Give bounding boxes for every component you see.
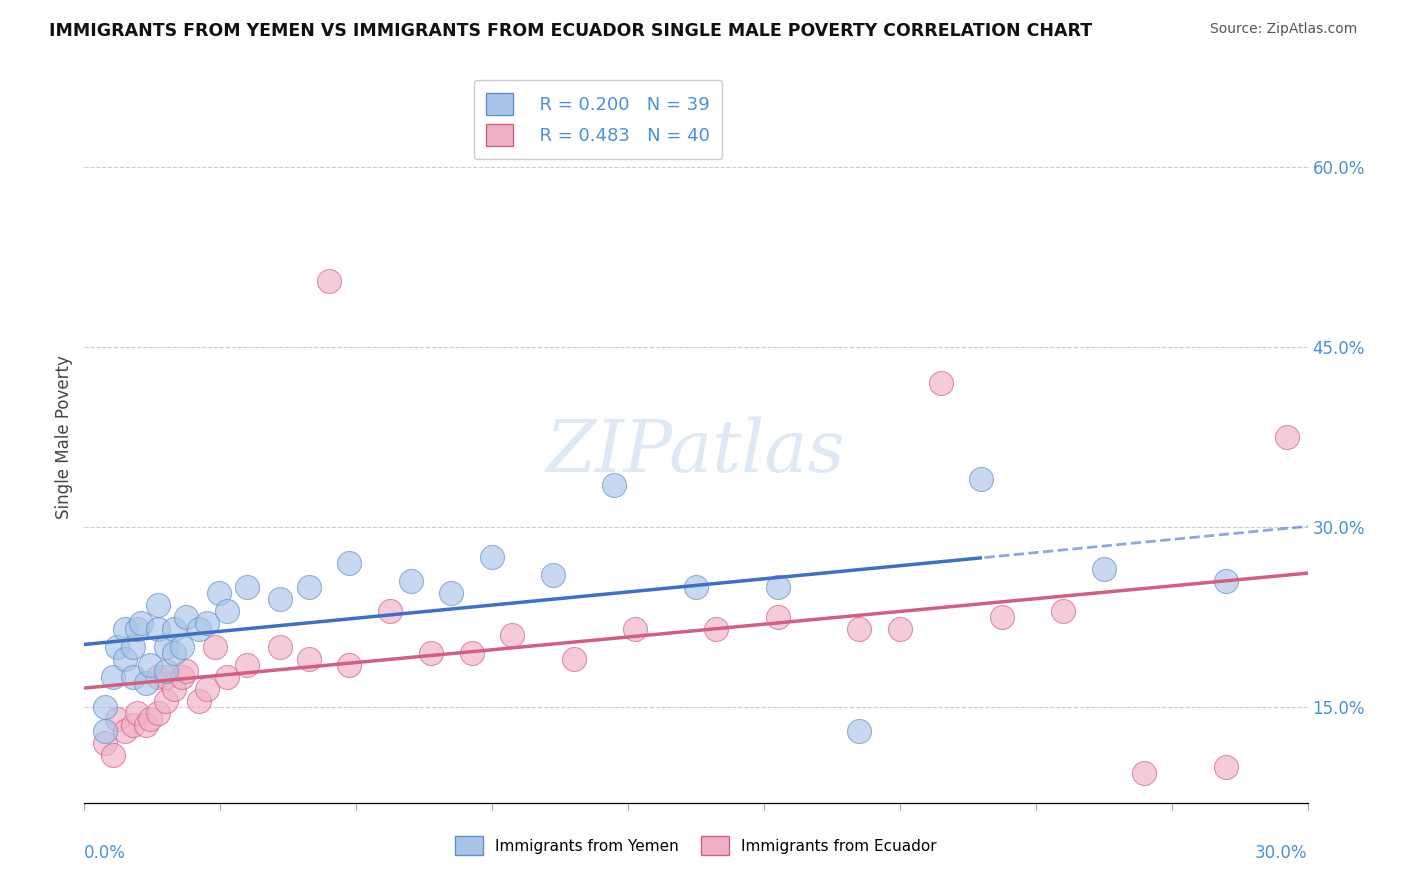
Point — [127, 622, 149, 636]
Text: 30.0%: 30.0% — [1256, 845, 1308, 863]
Point — [399, 574, 422, 588]
Point — [318, 274, 340, 288]
Point — [502, 628, 524, 642]
Point — [122, 718, 145, 732]
Point — [1092, 562, 1115, 576]
Point — [991, 610, 1014, 624]
Point — [461, 646, 484, 660]
Point — [93, 736, 115, 750]
Point — [889, 622, 911, 636]
Point — [440, 586, 463, 600]
Point — [101, 670, 124, 684]
Point — [138, 712, 160, 726]
Point — [970, 472, 993, 486]
Point — [624, 622, 647, 636]
Point — [1215, 574, 1237, 588]
Point — [481, 549, 503, 564]
Point — [603, 478, 626, 492]
Point — [706, 622, 728, 636]
Point — [562, 652, 585, 666]
Point — [236, 580, 259, 594]
Point — [1277, 430, 1299, 444]
Point — [146, 670, 169, 684]
Point — [163, 646, 186, 660]
Point — [131, 615, 153, 630]
Point — [114, 622, 136, 636]
Point — [1215, 760, 1237, 774]
Point — [1133, 765, 1156, 780]
Legend: Immigrants from Yemen, Immigrants from Ecuador: Immigrants from Yemen, Immigrants from E… — [449, 830, 943, 861]
Text: Source: ZipAtlas.com: Source: ZipAtlas.com — [1209, 22, 1357, 37]
Point — [155, 664, 177, 678]
Point — [155, 670, 177, 684]
Point — [420, 646, 443, 660]
Point — [172, 640, 194, 654]
Point — [127, 706, 149, 720]
Point — [339, 657, 361, 672]
Point — [135, 676, 157, 690]
Point — [163, 622, 186, 636]
Point — [114, 723, 136, 738]
Point — [122, 670, 145, 684]
Point — [146, 598, 169, 612]
Point — [105, 640, 128, 654]
Point — [105, 712, 128, 726]
Point — [146, 706, 169, 720]
Point — [93, 723, 115, 738]
Point — [269, 591, 291, 606]
Point — [298, 580, 321, 594]
Point — [187, 622, 209, 636]
Point — [155, 694, 177, 708]
Point — [163, 681, 186, 696]
Point — [1052, 604, 1074, 618]
Point — [114, 652, 136, 666]
Text: ZIPatlas: ZIPatlas — [546, 417, 846, 487]
Point — [236, 657, 259, 672]
Point — [685, 580, 707, 594]
Y-axis label: Single Male Poverty: Single Male Poverty — [55, 355, 73, 519]
Point — [380, 604, 402, 618]
Text: IMMIGRANTS FROM YEMEN VS IMMIGRANTS FROM ECUADOR SINGLE MALE POVERTY CORRELATION: IMMIGRANTS FROM YEMEN VS IMMIGRANTS FROM… — [49, 22, 1092, 40]
Point — [146, 622, 169, 636]
Point — [217, 604, 239, 618]
Point — [848, 622, 870, 636]
Point — [269, 640, 291, 654]
Point — [766, 610, 789, 624]
Point — [122, 640, 145, 654]
Point — [195, 681, 218, 696]
Point — [155, 640, 177, 654]
Point — [174, 664, 197, 678]
Point — [195, 615, 218, 630]
Point — [848, 723, 870, 738]
Point — [298, 652, 321, 666]
Point — [339, 556, 361, 570]
Point — [766, 580, 789, 594]
Point — [135, 718, 157, 732]
Point — [174, 610, 197, 624]
Point — [929, 376, 952, 391]
Point — [93, 699, 115, 714]
Point — [217, 670, 239, 684]
Point — [101, 747, 124, 762]
Point — [187, 694, 209, 708]
Point — [204, 640, 226, 654]
Point — [138, 657, 160, 672]
Point — [208, 586, 231, 600]
Point — [543, 568, 565, 582]
Point — [172, 670, 194, 684]
Text: 0.0%: 0.0% — [84, 845, 127, 863]
